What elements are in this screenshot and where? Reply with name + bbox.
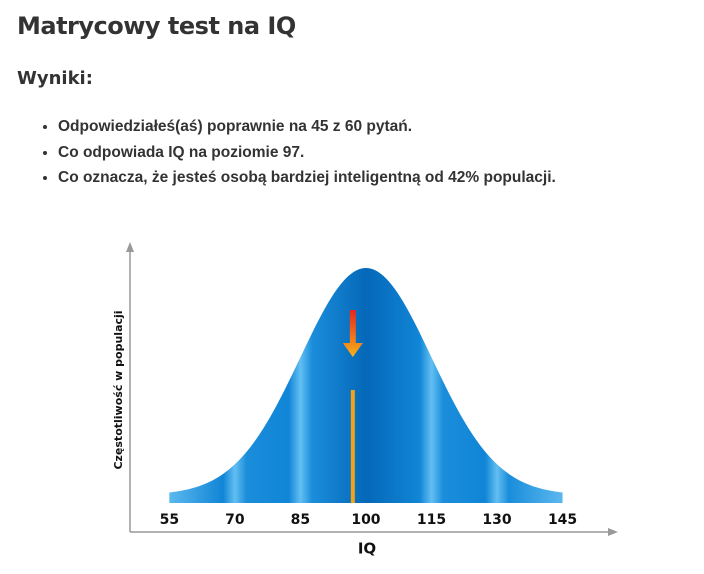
iq-arrow [342, 310, 363, 357]
y-axis-arrow [126, 242, 134, 252]
x-axis-label: IQ [358, 540, 376, 558]
iq-marker [350, 390, 355, 503]
x-tick-label: 70 [225, 512, 245, 528]
result-item: Co odpowiada IQ na poziomie 97. [58, 140, 556, 166]
result-item: Odpowiedziałeś(aś) poprawnie na 45 z 60 … [58, 114, 556, 140]
x-tick-label: 130 [482, 512, 511, 528]
x-tick-label: 145 [548, 512, 577, 528]
x-tick-label: 55 [160, 512, 179, 528]
page-title: Matrycowy test na IQ [17, 12, 296, 40]
y-axis-label: Częstotliwość w populacji [112, 310, 125, 469]
bell-curve [169, 268, 563, 503]
results-heading: Wyniki: [17, 68, 93, 89]
x-axis-arrow [608, 528, 618, 536]
x-tick-label: 100 [351, 512, 380, 528]
x-tick-label: 85 [291, 512, 310, 528]
results-list: Odpowiedziałeś(aś) poprawnie na 45 z 60 … [38, 114, 556, 191]
result-item: Co oznacza, że jesteś osobą bardziej int… [58, 165, 556, 191]
x-tick-label: 115 [417, 512, 446, 528]
